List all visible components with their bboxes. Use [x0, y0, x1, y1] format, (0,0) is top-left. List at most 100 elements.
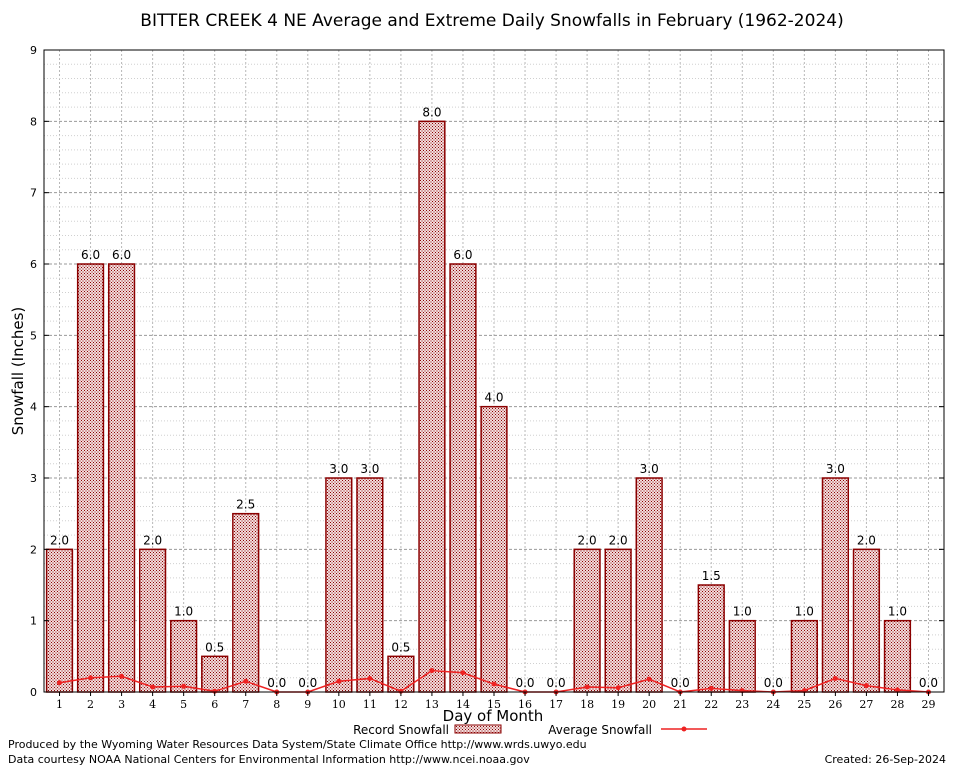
- record-bar: [852, 548, 881, 693]
- y-tick-label: 8: [30, 115, 37, 128]
- legend-swatch-record: [454, 724, 502, 734]
- average-point: [336, 678, 342, 684]
- bar-value-label: 0.0: [547, 676, 566, 690]
- average-point: [863, 683, 869, 689]
- bar-value-label: 3.0: [640, 462, 659, 476]
- bar-value-label: 3.0: [329, 462, 348, 476]
- x-tick-label: 7: [242, 698, 249, 711]
- x-tick-label: 2: [87, 698, 94, 711]
- record-bar: [107, 263, 136, 693]
- record-bar: [449, 263, 477, 693]
- average-point: [832, 675, 838, 681]
- x-tick-label: 17: [549, 698, 563, 711]
- bar-value-label: 1.5: [702, 569, 721, 583]
- bar-value-label: 0.5: [391, 640, 410, 654]
- record-bar: [728, 619, 756, 693]
- average-point: [491, 681, 497, 687]
- bar-value-label: 0.0: [764, 676, 783, 690]
- x-tick-label: 12: [394, 698, 408, 711]
- record-bar: [138, 548, 167, 693]
- x-axis-label: Day of Month: [443, 707, 544, 725]
- record-bar: [604, 548, 632, 693]
- credit-line-1: Produced by the Wyoming Water Resources …: [8, 738, 587, 751]
- x-tick-label: 27: [859, 698, 873, 711]
- bar-value-label: 0.0: [515, 676, 534, 690]
- x-tick-label: 16: [518, 698, 532, 711]
- x-tick-label: 9: [304, 698, 311, 711]
- y-tick-label: 6: [30, 258, 37, 271]
- average-point: [646, 676, 652, 682]
- x-tick-label: 1: [56, 698, 63, 711]
- x-tick-label: 10: [332, 698, 346, 711]
- average-point: [708, 685, 714, 691]
- record-bar: [387, 655, 415, 693]
- bar-value-label: 4.0: [484, 391, 503, 405]
- bar-value-label: 0.0: [671, 676, 690, 690]
- bar-value-label: 6.0: [81, 248, 100, 262]
- bar-value-label: 3.0: [360, 462, 379, 476]
- average-point: [57, 680, 63, 686]
- bar-value-label: 2.5: [236, 498, 255, 512]
- y-tick-label: 3: [30, 472, 37, 485]
- bar-value-label: 1.0: [174, 605, 193, 619]
- record-bar: [356, 477, 384, 693]
- y-tick-label: 9: [30, 44, 37, 57]
- chart-title: BITTER CREEK 4 NE Average and Extreme Da…: [140, 11, 843, 31]
- average-point: [119, 673, 125, 679]
- x-tick-label: 5: [180, 698, 187, 711]
- average-point: [150, 684, 156, 690]
- bar-value-label: 1.0: [795, 605, 814, 619]
- bar-value-label: 2.0: [143, 533, 162, 547]
- record-bar: [45, 548, 74, 693]
- average-point: [460, 670, 466, 676]
- average-point: [181, 683, 187, 689]
- bar-value-label: 6.0: [112, 248, 131, 262]
- average-point: [429, 668, 435, 674]
- bar-value-label: 0.0: [267, 676, 286, 690]
- average-point: [398, 688, 404, 694]
- x-tick-label: 20: [642, 698, 656, 711]
- x-tick-label: 6: [211, 698, 218, 711]
- x-tick-label: 19: [611, 698, 625, 711]
- average-point: [88, 675, 94, 681]
- record-bar: [697, 584, 725, 693]
- record-bar: [201, 655, 229, 693]
- record-bar: [790, 619, 818, 693]
- y-tick-label: 2: [30, 543, 37, 556]
- record-bar: [170, 619, 198, 693]
- legend-marker-average: [681, 726, 687, 732]
- average-point: [894, 687, 900, 693]
- x-tick-label: 21: [673, 698, 687, 711]
- bar-value-label: 2.0: [578, 533, 597, 547]
- legend-label-average: Average Snowfall: [548, 723, 652, 737]
- record-bar: [635, 477, 663, 693]
- x-tick-label: 25: [797, 698, 811, 711]
- average-point: [615, 685, 621, 691]
- bar-value-label: 3.0: [826, 462, 845, 476]
- record-bar: [232, 512, 260, 693]
- record-bar: [76, 263, 105, 693]
- x-tick-label: 29: [921, 698, 935, 711]
- bar-value-label: 2.0: [50, 533, 69, 547]
- bar-value-label: 1.0: [733, 605, 752, 619]
- y-tick-label: 4: [30, 401, 37, 414]
- x-tick-label: 22: [704, 698, 718, 711]
- record-bar: [325, 477, 353, 693]
- x-tick-label: 11: [363, 698, 377, 711]
- record-bar: [883, 619, 912, 693]
- bar-value-label: 0.0: [919, 676, 938, 690]
- average-point: [212, 688, 218, 694]
- bar-value-label: 1.0: [888, 605, 907, 619]
- y-tick-label: 5: [30, 329, 37, 342]
- y-tick-label: 1: [30, 615, 37, 628]
- bar-value-label: 0.0: [298, 676, 317, 690]
- bar-value-label: 0.5: [205, 640, 224, 654]
- record-bar: [821, 477, 850, 693]
- y-tick-label: 7: [30, 187, 37, 200]
- x-tick-label: 28: [890, 698, 904, 711]
- legend-label-record: Record Snowfall: [353, 723, 449, 737]
- x-tick-label: 14: [456, 698, 470, 711]
- y-tick-label: 0: [30, 686, 37, 699]
